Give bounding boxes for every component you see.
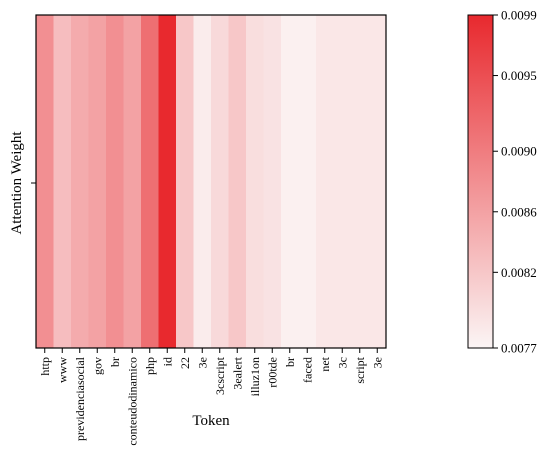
x-tick-label: 3ealert	[230, 356, 244, 389]
heatmap-cell	[106, 15, 124, 348]
colorbar-tick-label: 0.0086	[501, 204, 537, 219]
heatmap-cell	[158, 15, 177, 348]
heatmap-cell	[246, 15, 264, 348]
x-tick-label: 3e	[370, 357, 384, 368]
colorbar-tick-label: 0.0090	[501, 144, 537, 159]
heatmap-cell	[176, 15, 194, 348]
x-tick-label: id	[160, 357, 174, 366]
x-tick-label: conteudodinamico	[125, 357, 139, 446]
x-tick-label: script	[353, 356, 367, 383]
plot-frame	[35, 14, 387, 349]
colorbar-tick-label: 0.0082	[501, 265, 537, 280]
heatmap-cell	[88, 15, 107, 348]
colorbar-tick-label: 0.0099	[501, 8, 537, 23]
heatmap-cell	[53, 15, 72, 348]
colorbar-tick-label: 0.0095	[501, 68, 537, 83]
heatmap-cell	[141, 15, 159, 348]
x-tick-label: br	[108, 357, 122, 367]
heatmap-cell	[351, 15, 369, 348]
heatmap-cell	[281, 15, 299, 348]
colorbar	[467, 14, 494, 349]
x-tick-label: http	[38, 357, 52, 376]
x-tick-label: php	[143, 357, 157, 375]
heatmap-cell	[298, 15, 317, 348]
x-tick-label: previdenciasocial	[73, 356, 87, 441]
colorbar-ticks: 0.0077 0.0082 0.0086 0.0090 0.0095 0.0099	[493, 8, 537, 356]
heatmap-cell	[368, 15, 387, 348]
x-tick-label: 3e	[195, 357, 209, 368]
x-axis-ticks: http www previdenciasocial gov br conteudodin…	[38, 348, 384, 446]
x-tick-label: www	[55, 357, 69, 383]
colorbar-tick-label: 0.0077	[501, 341, 537, 356]
x-tick-label: faced	[300, 357, 314, 383]
heatmap-cell	[71, 15, 89, 348]
heatmap-cell	[36, 15, 54, 348]
heatmap-cell	[316, 15, 334, 348]
x-tick-label: net	[318, 356, 332, 371]
x-tick-label: 3cscript	[213, 356, 227, 395]
y-axis-label: Attention Weight	[9, 131, 25, 235]
heatmap-cell	[123, 15, 142, 348]
x-tick-label: br	[283, 357, 297, 367]
heatmap-cell	[263, 15, 282, 348]
heatmap-cell	[228, 15, 247, 348]
heatmap-cell	[211, 15, 229, 348]
x-tick-label: gov	[90, 357, 104, 375]
heatmap-cells	[36, 15, 387, 348]
x-tick-label: r00tde	[265, 357, 279, 388]
heatmap-cell	[333, 15, 352, 348]
x-tick-label: 3c	[335, 357, 349, 368]
x-axis-label: Token	[192, 413, 230, 429]
x-tick-label: illuz1on	[248, 357, 262, 396]
heatmap-cell	[193, 15, 212, 348]
x-tick-label: 22	[178, 357, 192, 369]
